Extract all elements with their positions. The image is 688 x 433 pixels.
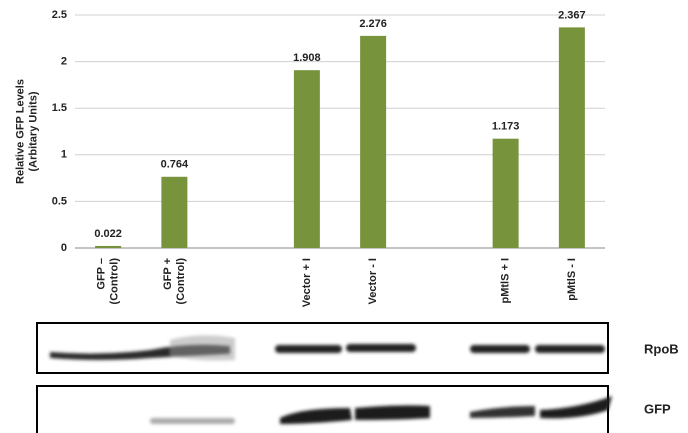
blot-label: RpoB: [644, 341, 679, 356]
y-tick-label: 1.5: [52, 102, 67, 114]
y-tick-label: 2: [61, 56, 67, 68]
value-label: 1.908: [293, 52, 321, 64]
value-label: 0.764: [161, 159, 189, 171]
x-tick-label: GFP –(Control): [96, 258, 121, 305]
bar: [95, 246, 121, 248]
bar: [493, 139, 519, 248]
value-label: 2.276: [359, 18, 387, 30]
value-label: 1.173: [492, 121, 520, 133]
y-tick-label: 0.5: [52, 195, 67, 207]
bar: [294, 70, 320, 248]
figure: RpoB GFP 0 0.5 1 1.5 2 2.5 Relative GFP Levels…: [0, 0, 688, 433]
x-tick-label: Vector + I: [301, 258, 313, 307]
x-tick-label: pMtlS - I: [566, 258, 578, 301]
x-tick-label: GFP +(Control): [162, 258, 187, 305]
x-tick-label: pMtlS + I: [500, 258, 512, 304]
value-label: 0.022: [94, 228, 122, 240]
blot-label: GFP: [644, 401, 671, 416]
bar: [559, 27, 585, 248]
blot-panel: RpoB GFP: [37, 323, 679, 433]
bar: [360, 36, 386, 248]
value-label: 2.367: [558, 9, 586, 21]
y-tick-label: 2.5: [52, 9, 67, 21]
bar: [161, 177, 187, 248]
y-tick-label: 1: [61, 149, 67, 161]
x-tick-label: Vector - I: [367, 258, 379, 304]
y-tick-label: 0: [61, 242, 67, 254]
y-axis-label: Relative GFP Levels(Arbitary Units): [14, 79, 39, 184]
